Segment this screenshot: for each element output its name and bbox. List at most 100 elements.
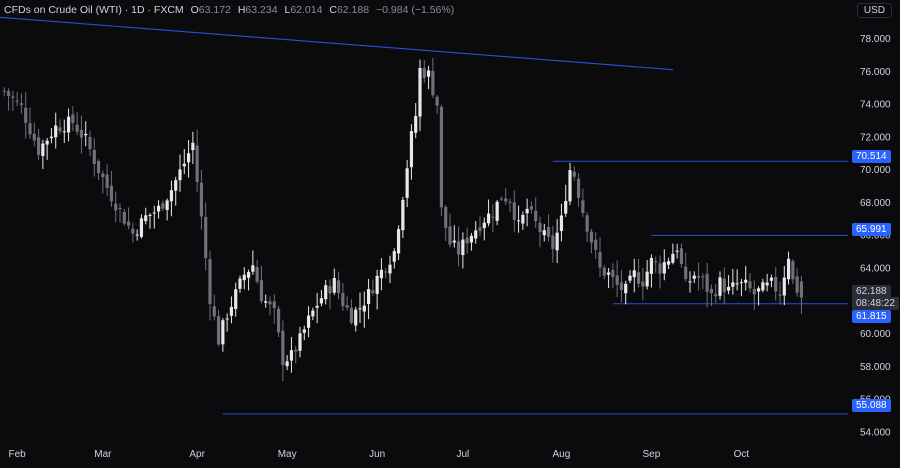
- candle-body: [354, 309, 358, 326]
- candle-body: [572, 171, 576, 177]
- candle-body: [666, 261, 671, 265]
- candle-body: [594, 239, 598, 250]
- candle-body: [84, 133, 88, 136]
- candle-body: [752, 288, 756, 295]
- candle-body: [174, 180, 178, 191]
- candle-body: [469, 235, 474, 243]
- candle-body: [152, 212, 156, 214]
- candle-body: [568, 170, 572, 202]
- candle-body: [486, 213, 491, 224]
- candle-body: [336, 280, 341, 294]
- symbol-title: CFDs on Crude Oil (WTI) · 1D · FXCM: [4, 4, 184, 16]
- candle-body: [225, 318, 229, 320]
- candle-body: [636, 272, 641, 284]
- candle-body: [624, 283, 628, 294]
- candle-body: [366, 289, 371, 304]
- candle-body: [448, 226, 452, 245]
- candle-body: [131, 228, 135, 234]
- high-value: 63.234: [245, 4, 278, 16]
- candle-body: [264, 301, 268, 303]
- candle-body: [551, 235, 555, 249]
- candle-body: [444, 206, 448, 228]
- candle-body: [431, 70, 435, 96]
- candle-body: [474, 230, 478, 239]
- y-tick-label: 58.000: [860, 362, 891, 373]
- candle-body: [388, 264, 392, 274]
- candle-body: [546, 227, 551, 237]
- close-value: 62.188: [336, 4, 370, 16]
- candle-body: [319, 298, 324, 304]
- candle-body: [281, 330, 285, 366]
- candle-body: [786, 258, 791, 280]
- candle-body: [246, 272, 251, 278]
- candle-body: [341, 292, 345, 307]
- x-tick-label: Feb: [9, 449, 27, 460]
- candle-body: [435, 96, 439, 106]
- candle-body: [234, 289, 238, 309]
- candle-body: [491, 216, 495, 218]
- candle-body: [585, 215, 589, 232]
- candle-body: [564, 200, 568, 214]
- y-tick-label: 74.000: [860, 100, 891, 111]
- candle-body: [178, 169, 182, 181]
- last-price-tag: 62.188: [852, 285, 891, 298]
- candle-body: [778, 294, 782, 296]
- candle-body: [714, 294, 718, 297]
- candle-body: [36, 137, 41, 155]
- candle-body: [45, 140, 49, 145]
- candle-body: [512, 202, 516, 221]
- x-tick-label: Sep: [643, 449, 661, 460]
- candle-body: [542, 230, 546, 236]
- candle-body: [276, 308, 281, 333]
- candle-body: [358, 308, 362, 310]
- candle-body: [41, 143, 45, 156]
- candle-body: [139, 218, 144, 237]
- candle-body: [521, 214, 525, 224]
- candle-body: [289, 350, 294, 361]
- candle-body: [156, 205, 161, 212]
- candle-body: [251, 265, 255, 272]
- candle-body: [272, 301, 276, 309]
- candle-body: [161, 203, 165, 209]
- candle-body: [534, 210, 538, 222]
- candle-body: [216, 316, 221, 345]
- x-tick-label: Apr: [189, 449, 205, 460]
- candle-body: [105, 174, 109, 188]
- y-tick-label: 68.000: [860, 198, 891, 209]
- candle-body: [504, 198, 508, 202]
- candle-body: [516, 220, 521, 222]
- candle-body: [632, 270, 636, 278]
- candle-body: [144, 215, 148, 222]
- candle-body: [555, 232, 559, 251]
- candle-body: [701, 276, 705, 278]
- currency-selector[interactable]: USD: [856, 3, 892, 18]
- candle-body: [709, 288, 714, 294]
- candle-body: [465, 237, 469, 244]
- candle-body: [538, 222, 542, 232]
- candle-body: [28, 123, 32, 135]
- candle-body: [302, 329, 306, 333]
- candle-body: [135, 234, 139, 236]
- candle-body: [349, 307, 354, 323]
- candle-body: [799, 281, 804, 298]
- candle-body: [371, 290, 375, 294]
- candle-body: [456, 241, 461, 255]
- candle-body: [71, 114, 75, 124]
- candle-body: [718, 277, 722, 296]
- candle-body: [756, 288, 761, 292]
- candle-body: [401, 199, 405, 231]
- change-value: −0.984 (−1.56%): [376, 4, 455, 16]
- candle-body: [101, 173, 105, 178]
- x-tick-label: Jul: [456, 449, 469, 460]
- y-tick-label: 54.000: [860, 427, 891, 438]
- candle-body: [452, 240, 456, 243]
- descending-trendline: [0, 16, 673, 71]
- candle-body: [114, 203, 118, 211]
- candle-body: [6, 91, 11, 96]
- candle-body: [294, 349, 298, 352]
- candle-body: [15, 100, 19, 102]
- candle-body: [508, 201, 512, 203]
- candle-body: [581, 200, 585, 213]
